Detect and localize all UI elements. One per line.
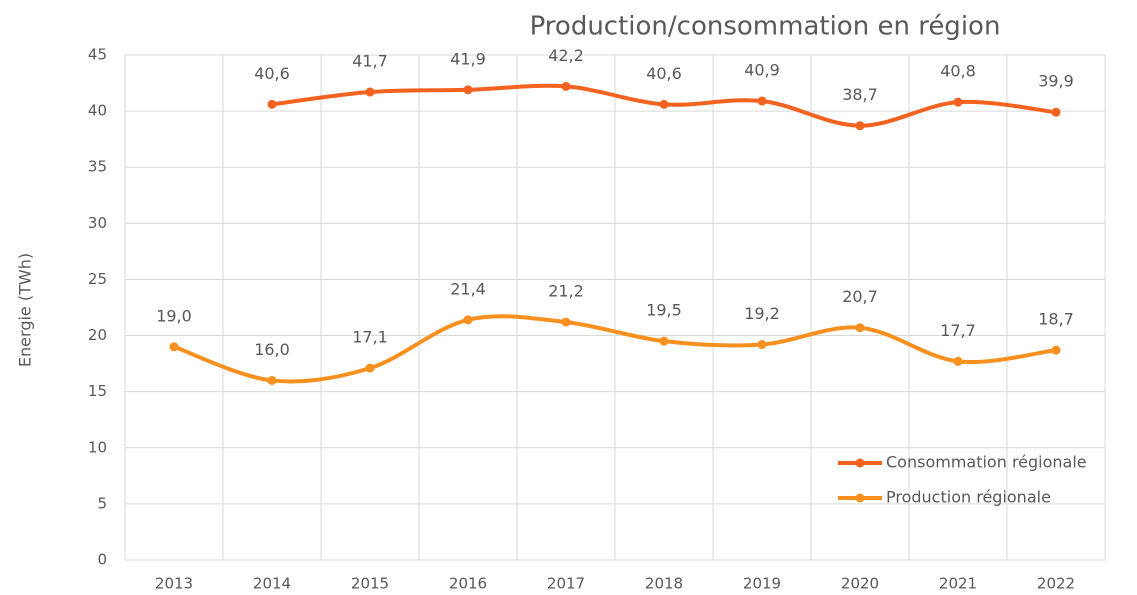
data-label: 19,5 [646, 301, 682, 320]
data-point [659, 99, 669, 109]
data-point [1051, 345, 1061, 355]
x-tick-label: 2019 [743, 575, 781, 593]
data-label: 19,0 [156, 306, 192, 325]
data-label: 21,2 [548, 282, 584, 301]
legend-marker [855, 458, 865, 468]
data-point [561, 317, 571, 327]
series-line [172, 314, 1058, 384]
data-point [953, 356, 963, 366]
data-point [463, 85, 473, 95]
legend-marker [855, 493, 865, 503]
data-point [561, 81, 571, 91]
data-point [365, 87, 375, 97]
data-label: 41,7 [352, 52, 388, 71]
data-label: 40,8 [940, 62, 976, 81]
data-label: 39,9 [1038, 72, 1074, 91]
x-tick-label: 2020 [841, 575, 879, 593]
x-tick-label: 2018 [645, 575, 683, 593]
y-tick-label: 10 [88, 438, 107, 456]
data-point [757, 340, 767, 350]
data-point [1051, 107, 1061, 117]
x-tick-label: 2013 [155, 575, 193, 593]
data-label: 17,7 [940, 321, 976, 340]
x-tick-label: 2015 [351, 575, 389, 593]
y-tick-label: 20 [88, 326, 107, 344]
data-point [659, 336, 669, 346]
legend-label: Production régionale [886, 488, 1051, 507]
y-tick-label: 25 [88, 270, 107, 288]
y-tick-label: 45 [88, 46, 107, 64]
y-tick-label: 0 [97, 551, 107, 569]
data-point [365, 363, 375, 373]
x-tick-label: 2022 [1037, 575, 1075, 593]
data-label: 40,9 [744, 61, 780, 80]
x-tick-label: 2021 [939, 575, 977, 593]
chart-title: Production/consommation en région [530, 12, 1001, 42]
x-tick-label: 2014 [253, 575, 291, 593]
y-tick-label: 5 [97, 494, 107, 512]
data-point [757, 96, 767, 106]
data-label: 40,6 [646, 64, 682, 83]
data-label: 20,7 [842, 287, 878, 306]
data-label: 18,7 [1038, 310, 1074, 329]
legend-label: Consommation régionale [886, 453, 1087, 472]
data-label: 41,9 [450, 49, 486, 68]
y-tick-label: 40 [88, 102, 107, 120]
data-label: 38,7 [842, 85, 878, 104]
y-tick-label: 15 [88, 382, 107, 400]
data-label: 17,1 [352, 328, 388, 347]
data-label: 19,2 [744, 304, 780, 323]
y-tick-label: 35 [88, 158, 107, 176]
data-point [463, 315, 473, 325]
data-point [267, 375, 277, 385]
data-point [953, 97, 963, 107]
data-label: 42,2 [548, 46, 584, 65]
x-tick-label: 2016 [449, 575, 487, 593]
data-point [169, 342, 179, 352]
data-label: 40,6 [254, 64, 290, 83]
y-axis-label: Energie (TWh) [16, 253, 35, 367]
data-point [855, 323, 865, 333]
data-point [267, 99, 277, 109]
data-label: 21,4 [450, 279, 486, 298]
y-tick-label: 30 [88, 214, 107, 232]
x-tick-label: 2017 [547, 575, 585, 593]
data-point [855, 121, 865, 131]
data-label: 16,0 [254, 340, 290, 359]
